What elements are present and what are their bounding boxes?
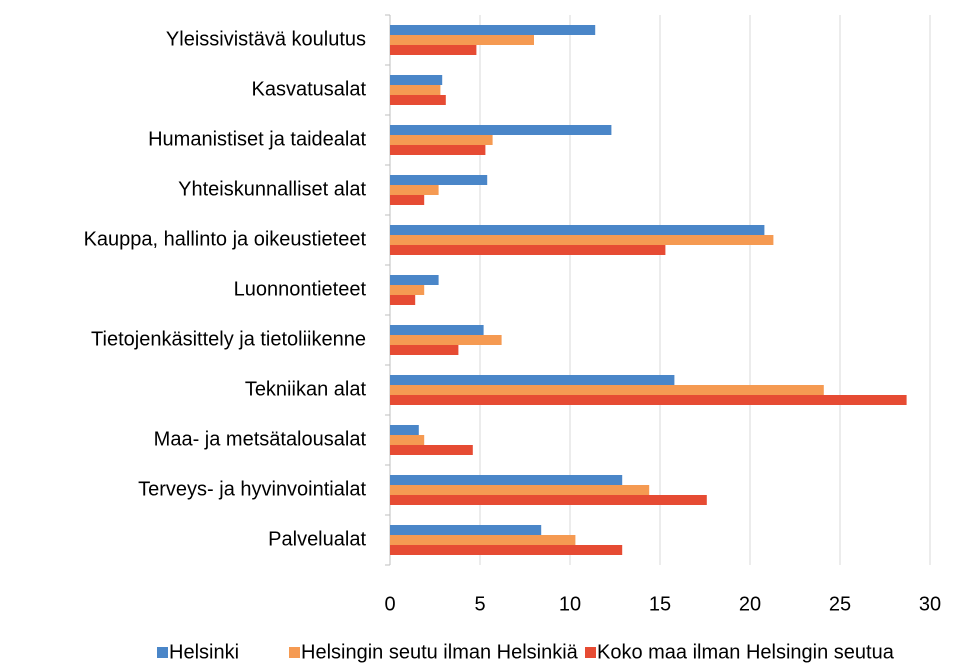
bar [390,35,534,45]
x-tick-label: 5 [474,593,485,615]
x-tick-label: 0 [384,593,395,615]
bar [390,485,650,495]
y-tick-label: Kauppa, hallinto ja oikeustieteet [84,228,367,250]
bar [390,145,486,155]
legend-swatch [585,647,596,658]
x-tick-label: 30 [919,593,941,615]
bar [390,345,459,355]
bar [390,225,765,235]
y-tick-label: Kasvatusalat [251,78,366,100]
x-tick-label: 15 [649,593,671,615]
bar [390,525,542,535]
bar [390,475,623,485]
bar [390,245,666,255]
bar [390,425,419,435]
legend-swatch [289,647,300,658]
y-tick-label: Tietojenkäsittely ja tietoliikenne [91,328,366,350]
y-tick-label: Yleissivistävä koulutus [166,28,366,50]
bar [390,25,596,35]
bar [390,175,488,185]
legend-label: Helsinki [169,641,239,663]
bar [390,125,612,135]
bar [390,445,473,455]
bar [390,335,502,345]
bar [390,235,774,245]
y-tick-label: Humanistiset ja taidealat [148,128,366,150]
bar [390,45,477,55]
y-tick-label: Luonnontieteet [234,278,367,300]
bar [390,385,824,395]
bar [390,95,446,105]
bar [390,545,623,555]
bar [390,135,493,145]
y-tick-label: Maa- ja metsätalousalat [154,428,367,450]
legend-label: Koko maa ilman Helsingin seutua [597,641,895,663]
bar [390,375,675,385]
bar [390,435,425,445]
legend-label: Helsingin seutu ilman Helsinkiä [301,641,579,663]
bar [390,195,425,205]
x-tick-label: 20 [739,593,761,615]
y-tick-label: Yhteiskunnalliset alat [178,178,366,200]
x-tick-label: 10 [559,593,581,615]
bar [390,285,425,295]
bar [390,295,416,305]
bar [390,535,576,545]
bar [390,75,443,85]
y-tick-label: Palvelualat [268,528,366,550]
bar [390,495,707,505]
bar [390,185,439,195]
bar [390,325,484,335]
bar [390,395,907,405]
y-tick-label: Terveys- ja hyvinvointialat [138,478,366,500]
bar [390,275,439,285]
legend-swatch [157,647,168,658]
x-tick-label: 25 [829,593,851,615]
y-tick-label: Tekniikan alat [245,378,367,400]
bar [390,85,441,95]
